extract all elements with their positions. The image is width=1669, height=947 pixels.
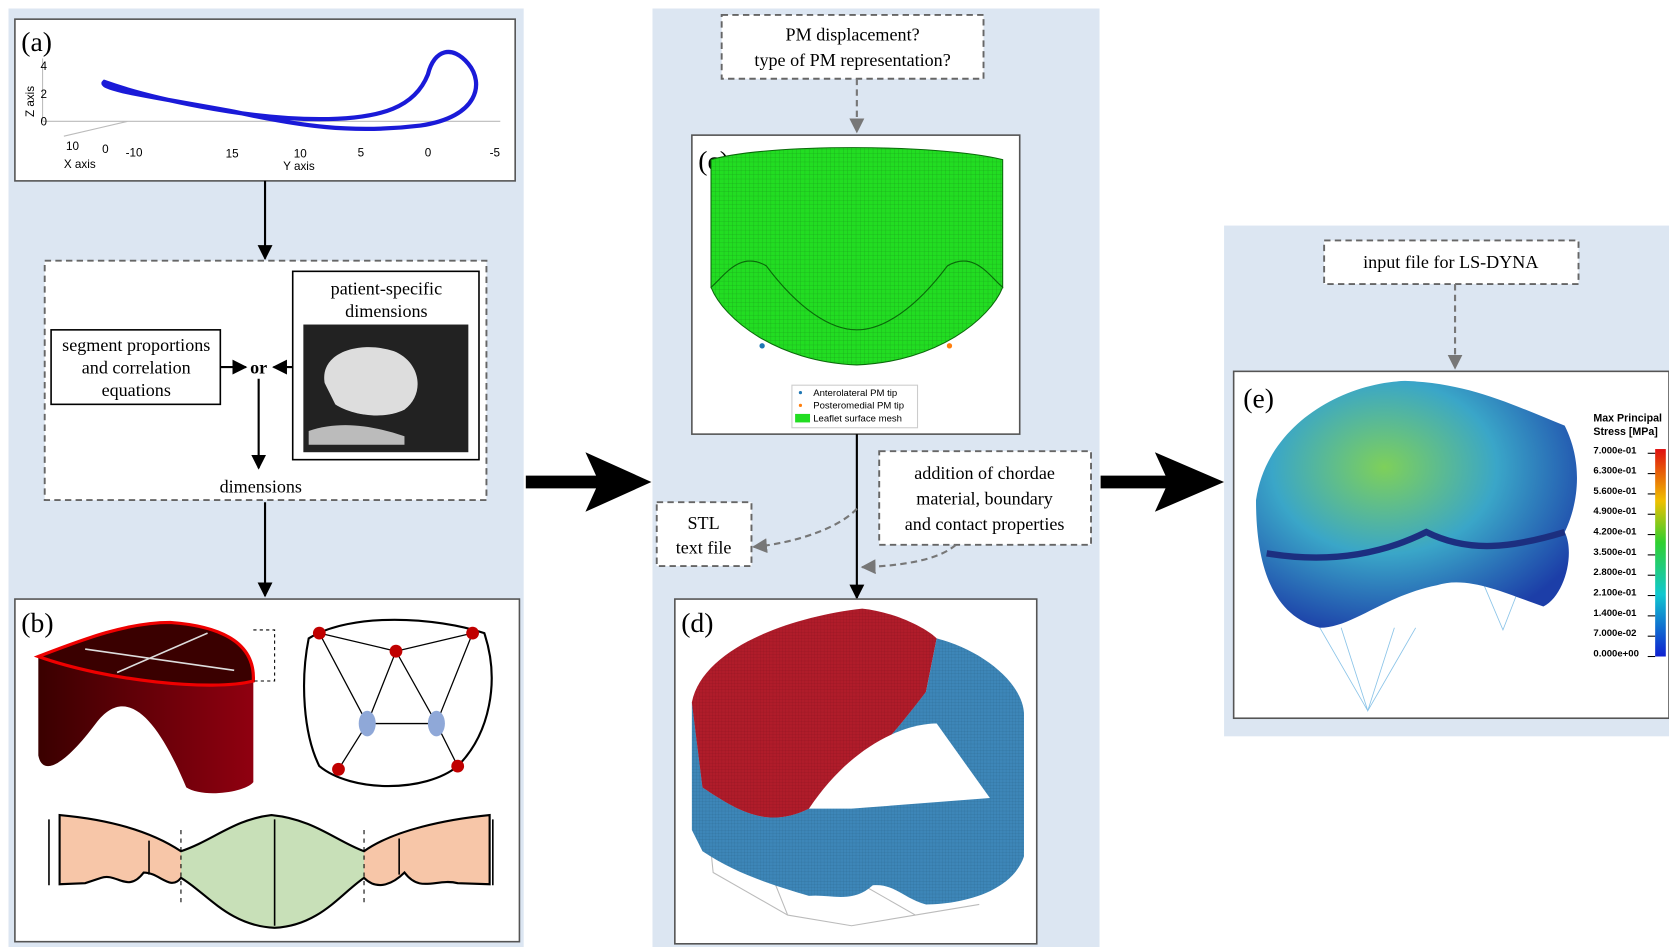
box-text: segment proportions [62,335,210,355]
panel-label: (b) [21,607,53,638]
note-text: PM displacement? [786,24,920,44]
colorbar-label: 7.000e-01 [1593,445,1637,456]
or-text: or [250,357,267,377]
axis-label: Y axis [283,160,315,173]
panel-e: (e) Max Principal Stress [MPa] 7.000e-01… [1234,371,1669,718]
tick-label: 0 [40,116,47,129]
note-text: material, boundary [916,488,1053,508]
box-text: dimensions [220,477,302,497]
colorbar-label: 4.900e-01 [1593,506,1637,517]
dimension-box: patient-specific dimensions segment prop… [45,261,487,500]
big-arrow [526,452,652,512]
tick-label: 5 [358,146,365,159]
note-text: type of PM representation? [754,50,950,70]
colorbar-label: 1.400e-01 [1593,608,1637,619]
box-text: and correlation [82,357,191,377]
legend-entry: Posteromedial PM tip [813,401,904,412]
stl-note: STL text file [657,502,752,566]
input-note: input file for LS-DYNA [1324,240,1578,284]
page: (a) Z axis X axis Y axis 4 2 0 10 0 -10 … [0,0,1669,947]
pm-question: PM displacement? type of PM representati… [722,15,984,79]
panel-label: (d) [681,607,713,638]
colorbar-label: 0.000e+00 [1593,649,1638,660]
panel-label: (a) [21,26,52,57]
tick-label: 4 [40,60,47,73]
panel-b: (b) [15,599,520,942]
colorbar-label: 2.100e-01 [1593,588,1637,599]
colorbar [1655,449,1666,656]
tick-label: 0 [425,146,432,159]
colorbar-title: Stress [MPa] [1593,426,1657,438]
axis-label: X axis [64,158,96,171]
legend-entry: Leaflet surface mesh [813,413,902,424]
colorbar-label: 6.300e-01 [1593,466,1637,477]
tick-label: 15 [226,147,240,160]
panel-c: (c) Anterolateral PM tip Posteromedial P… [692,135,1020,434]
box-text: patient-specific [331,279,442,299]
tick-label: 0 [102,143,109,156]
note-text: STL [688,513,720,533]
tick-label: 2 [40,88,47,101]
big-arrow [1101,452,1224,512]
note-text: text file [676,537,732,557]
tick-label: -10 [126,146,143,159]
colorbar-title: Max Principal [1593,412,1662,424]
legend-entry: Anterolateral PM tip [813,388,897,399]
box-text: equations [102,380,171,400]
colorbar-label: 2.800e-01 [1593,567,1637,578]
tick-label: -5 [490,146,501,159]
box-text: dimensions [345,301,427,321]
chordae-note: addition of chordae material, boundary a… [879,451,1091,545]
colorbar-label: 3.500e-01 [1593,547,1637,558]
note-text: addition of chordae [914,463,1055,483]
tick-label: 10 [66,140,80,153]
panel-a: (a) Z axis X axis Y axis 4 2 0 10 0 -10 … [15,19,515,181]
tick-label: 10 [294,147,308,160]
note-text: and contact properties [905,514,1065,534]
panel-label: (e) [1243,383,1274,414]
colorbar-label: 4.200e-01 [1593,527,1637,538]
colorbar-label: 5.600e-01 [1593,486,1637,497]
figure: (a) Z axis X axis Y axis 4 2 0 10 0 -10 … [0,0,1669,947]
axis-label: Z axis [24,86,37,117]
panel-d: (d) [675,599,1037,944]
note-text: input file for LS-DYNA [1363,252,1538,272]
colorbar-label: 7.000e-02 [1593,628,1636,639]
